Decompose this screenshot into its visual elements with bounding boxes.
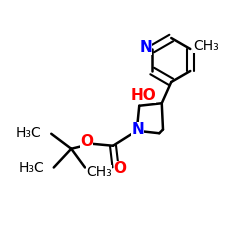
Text: HO: HO — [130, 88, 156, 103]
Text: O: O — [114, 161, 126, 176]
Text: H₃C: H₃C — [18, 161, 44, 175]
Text: CH₃: CH₃ — [193, 39, 219, 53]
Text: N: N — [132, 122, 144, 138]
Text: CH₃: CH₃ — [86, 165, 112, 179]
Text: H₃C: H₃C — [16, 126, 42, 140]
Text: N: N — [140, 40, 152, 55]
Text: O: O — [80, 134, 93, 149]
